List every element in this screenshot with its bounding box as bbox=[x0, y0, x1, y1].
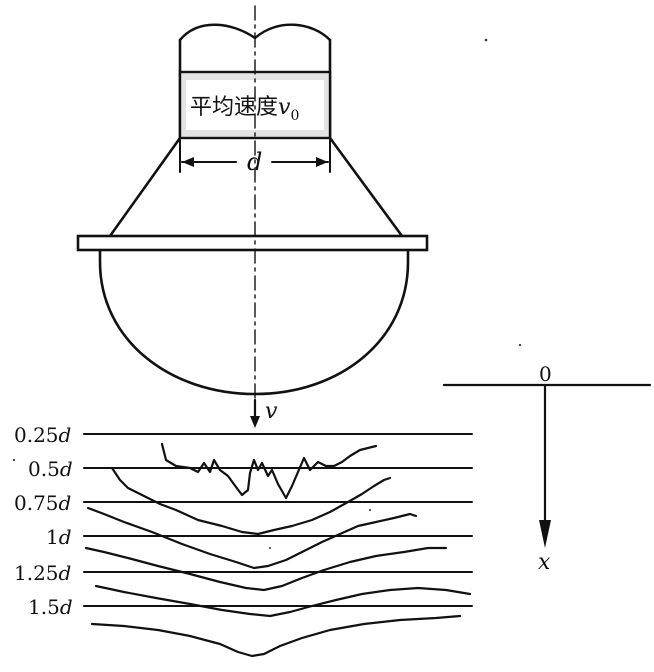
flange bbox=[76, 234, 429, 252]
print-specks bbox=[12, 38, 522, 549]
speck bbox=[12, 458, 16, 462]
depth-label: 1d bbox=[46, 525, 72, 549]
velocity-arrow-head bbox=[250, 416, 260, 428]
contour-curves bbox=[84, 442, 472, 658]
coordinate-axis: 0 x bbox=[442, 362, 652, 575]
cone-left-edge bbox=[108, 136, 182, 238]
depth-level: 0.25d bbox=[14, 423, 473, 447]
cone-right-edge bbox=[328, 136, 404, 238]
contour-curve bbox=[90, 614, 462, 658]
depth-label: 0.5d bbox=[28, 457, 73, 481]
contour-curve bbox=[86, 506, 418, 570]
speck bbox=[484, 38, 488, 42]
depth-label: 1.5d bbox=[28, 595, 73, 619]
contour-curve bbox=[110, 466, 392, 536]
nozzle-velocity-label: 平均速度v0 bbox=[190, 95, 299, 124]
depth-level: 1d bbox=[46, 525, 473, 549]
speck bbox=[369, 509, 371, 511]
depth-label: 0.75d bbox=[14, 491, 71, 515]
speck bbox=[269, 547, 271, 549]
hemisphere-bowl bbox=[98, 248, 410, 396]
depth-levels: 0.25d 0.5d 0.75d 1d 1.25d 1.5d bbox=[14, 423, 473, 619]
origin-label: 0 bbox=[539, 362, 552, 386]
dimension-arrow-right bbox=[316, 157, 328, 167]
depth-level: 0.75d bbox=[14, 491, 473, 515]
speck bbox=[518, 343, 522, 347]
depth-label: 0.25d bbox=[14, 423, 71, 447]
pipe: 平均速度v0 bbox=[178, 23, 332, 140]
depth-level: 1.25d bbox=[14, 561, 473, 585]
velocity-label: v bbox=[265, 399, 278, 424]
x-axis-arrow bbox=[539, 520, 551, 548]
centerline-group: v bbox=[250, 5, 278, 428]
depth-level: 0.5d bbox=[28, 457, 473, 481]
contour-curve bbox=[94, 584, 472, 618]
nozzle-body bbox=[76, 136, 429, 396]
depth-level: 1.5d bbox=[28, 595, 473, 619]
dimension-arrow-left bbox=[182, 157, 194, 167]
contour-curve bbox=[160, 442, 378, 500]
contour-curve bbox=[84, 546, 448, 592]
x-axis-label: x bbox=[538, 550, 551, 575]
depth-label: 1.25d bbox=[14, 561, 71, 585]
